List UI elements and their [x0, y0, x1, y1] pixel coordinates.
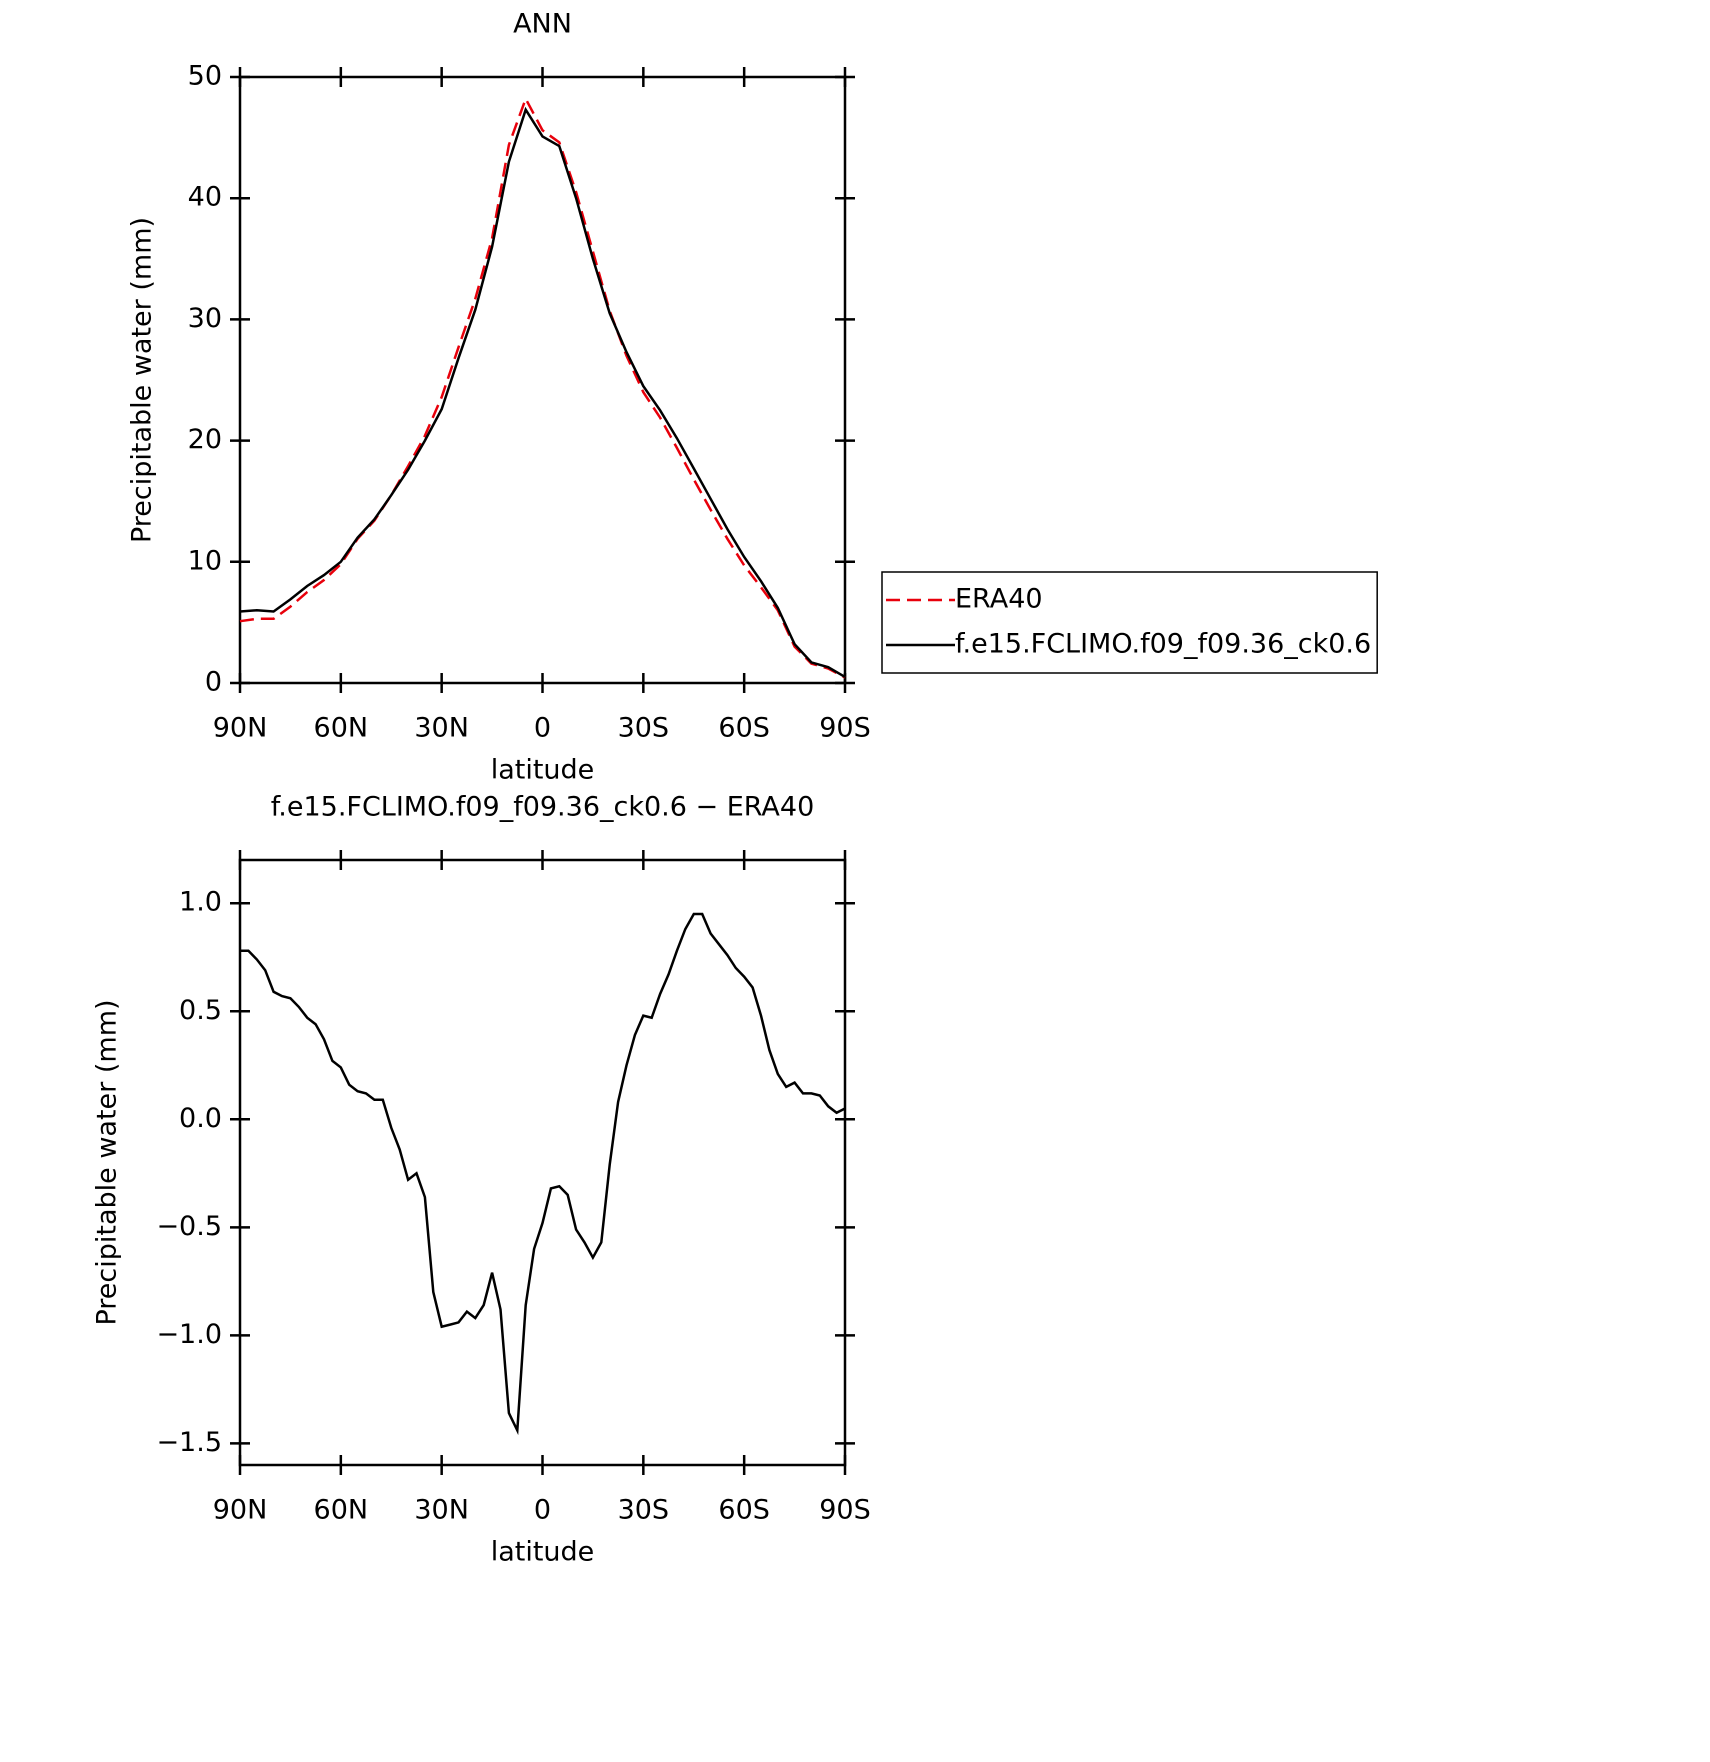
- y-tick-label: 0.5: [179, 995, 222, 1026]
- y-tick-label: 0.0: [179, 1103, 222, 1134]
- y-tick-label: −1.0: [156, 1319, 222, 1350]
- x-axis-label: latitude: [491, 755, 595, 786]
- y-tick-label: 10: [188, 545, 222, 576]
- legend-label: f.e15.FCLIMO.f09_f09.36_ck0.6: [955, 629, 1371, 660]
- legend: ERA40 f.e15.FCLIMO.f09_f09.36_ck0.6: [881, 571, 1378, 674]
- x-axis-label: latitude: [491, 1537, 595, 1568]
- y-tick-label: −0.5: [156, 1211, 222, 1242]
- x-tick-label: 90S: [819, 713, 871, 744]
- y-tick-label: 30: [188, 303, 222, 334]
- x-tick-label: 60S: [718, 1495, 770, 1526]
- y-tick-label: −1.5: [156, 1427, 222, 1458]
- x-tick-label: 0: [534, 713, 551, 744]
- legend-frame: [881, 571, 1378, 674]
- line: [240, 912, 846, 1436]
- line: [239, 106, 846, 678]
- y-tick-label: 40: [188, 182, 222, 213]
- y-axis-label: Precipitable water (mm): [92, 999, 123, 1325]
- line: [239, 95, 846, 679]
- y-tick-label: 1.0: [179, 887, 222, 918]
- legend-label: ERA40: [955, 584, 1043, 615]
- x-tick-label: 60N: [314, 713, 369, 744]
- x-tick-label: 90N: [213, 1495, 268, 1526]
- y-axis-label: Precipitable water (mm): [127, 217, 158, 543]
- plot-frame: [238, 75, 847, 685]
- x-tick-label: 60S: [718, 713, 770, 744]
- x-tick-label: 30N: [414, 1495, 469, 1526]
- y-tick-label: 0: [205, 667, 222, 698]
- x-tick-label: 30N: [414, 713, 469, 744]
- x-tick-label: 60N: [314, 1495, 369, 1526]
- x-tick-label: 30S: [618, 1495, 670, 1526]
- y-tick-label: 20: [188, 424, 222, 455]
- plot-frame: [238, 858, 847, 1467]
- x-tick-label: 30S: [618, 713, 670, 744]
- y-tick-label: 50: [188, 61, 222, 92]
- chart-title: ANN: [513, 9, 572, 40]
- chart-title: f.e15.FCLIMO.f09_f09.36_ck0.6 − ERA40: [271, 792, 815, 823]
- x-tick-label: 90N: [213, 713, 268, 744]
- x-tick-label: 0: [534, 1495, 551, 1526]
- x-tick-label: 90S: [819, 1495, 871, 1526]
